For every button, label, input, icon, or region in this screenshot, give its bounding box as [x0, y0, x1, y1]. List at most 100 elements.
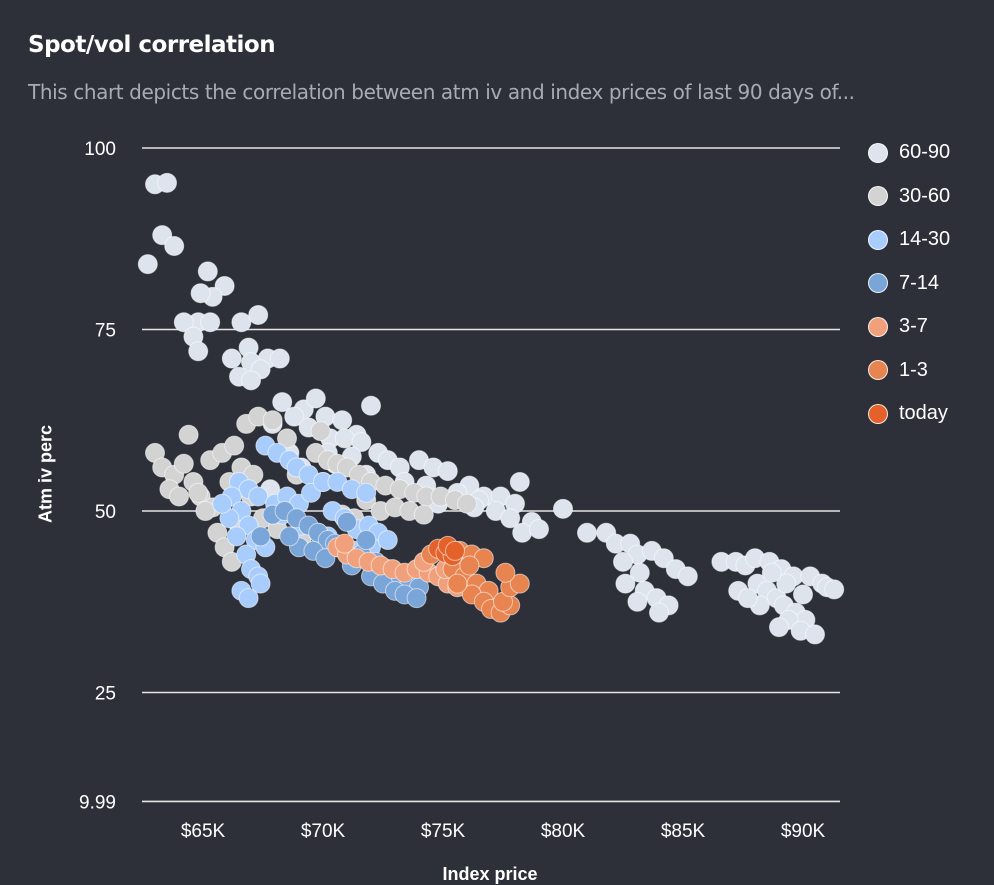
data-point[interactable]: [332, 410, 353, 431]
legend-item-1-3[interactable]: 1-3: [868, 349, 950, 393]
data-point[interactable]: [272, 392, 293, 413]
data-point[interactable]: [250, 573, 271, 594]
data-point[interactable]: [824, 579, 845, 600]
data-point[interactable]: [457, 493, 477, 514]
legend-swatch-icon: [868, 360, 888, 381]
data-point[interactable]: [188, 482, 209, 503]
legend-item-14-30[interactable]: 14-30: [868, 218, 950, 262]
series-today: [428, 535, 465, 567]
data-point[interactable]: [737, 588, 758, 609]
data-point[interactable]: [351, 432, 372, 453]
data-point[interactable]: [190, 283, 211, 304]
data-point[interactable]: [769, 617, 789, 638]
data-point[interactable]: [310, 421, 331, 442]
data-point[interactable]: [334, 533, 355, 554]
series-7-14: [250, 501, 429, 609]
data-point[interactable]: [173, 453, 194, 474]
data-point[interactable]: [197, 261, 218, 282]
data-point[interactable]: [512, 522, 533, 543]
data-point[interactable]: [200, 312, 221, 333]
y-tick-label: 9.99: [79, 792, 116, 813]
data-point[interactable]: [277, 428, 297, 449]
data-point[interactable]: [279, 526, 300, 547]
x-tick-label: $75K: [421, 821, 466, 842]
legend-swatch-icon: [868, 229, 888, 250]
data-point[interactable]: [231, 312, 252, 333]
data-point[interactable]: [761, 562, 782, 583]
data-point[interactable]: [212, 493, 233, 514]
y-tick-label: 25: [95, 684, 116, 705]
y-tick-label: 75: [95, 321, 116, 342]
data-point[interactable]: [677, 566, 698, 587]
data-point[interactable]: [337, 511, 357, 532]
legend-item-today[interactable]: today: [868, 392, 950, 436]
data-point[interactable]: [793, 584, 813, 605]
data-point[interactable]: [188, 341, 209, 362]
data-point[interactable]: [157, 172, 177, 193]
chart-subtitle: This chart depicts the correlation betwe…: [28, 80, 855, 104]
data-point[interactable]: [509, 573, 530, 594]
data-point[interactable]: [529, 519, 549, 540]
chart-title: Spot/vol correlation: [28, 32, 276, 58]
data-point[interactable]: [195, 501, 216, 521]
data-point[interactable]: [334, 428, 355, 449]
data-point[interactable]: [459, 555, 480, 576]
data-point[interactable]: [284, 406, 305, 427]
data-point[interactable]: [238, 588, 259, 609]
data-point[interactable]: [627, 591, 648, 612]
data-point[interactable]: [445, 540, 465, 561]
data-point[interactable]: [805, 624, 825, 645]
data-point[interactable]: [164, 236, 185, 257]
data-point[interactable]: [137, 254, 158, 275]
x-tick-label: $90K: [781, 821, 826, 842]
data-point[interactable]: [226, 526, 247, 547]
data-point[interactable]: [250, 526, 271, 547]
legend-label: 60-90: [899, 141, 951, 164]
data-point[interactable]: [224, 435, 245, 456]
legend-swatch-icon: [868, 316, 888, 337]
legend-item-30-60[interactable]: 30-60: [868, 175, 950, 219]
data-point[interactable]: [269, 348, 290, 369]
data-point[interactable]: [361, 395, 381, 416]
series-3-7: [327, 533, 468, 598]
data-point[interactable]: [413, 504, 434, 525]
data-point[interactable]: [173, 312, 194, 333]
legend-item-3-7[interactable]: 3-7: [868, 305, 950, 349]
y-tick-label: 50: [95, 502, 116, 523]
data-point[interactable]: [356, 530, 377, 551]
legend-label: 14-30: [899, 228, 951, 251]
data-point[interactable]: [356, 482, 377, 503]
data-point[interactable]: [248, 304, 269, 325]
legend-swatch-icon: [868, 403, 888, 424]
series-1-3: [421, 540, 530, 623]
data-point[interactable]: [377, 530, 398, 551]
data-point[interactable]: [262, 410, 283, 431]
legend: 60-90 30-60 14-30 7-14 3-7 1-3 today: [868, 131, 950, 436]
data-point[interactable]: [615, 573, 636, 594]
data-point[interactable]: [305, 388, 326, 409]
data-point[interactable]: [649, 602, 669, 623]
data-point[interactable]: [577, 522, 597, 543]
data-point[interactable]: [241, 370, 261, 391]
data-point[interactable]: [495, 562, 516, 583]
data-point[interactable]: [447, 573, 468, 594]
data-point[interactable]: [437, 461, 458, 482]
legend-item-7-14[interactable]: 7-14: [868, 262, 950, 306]
data-point[interactable]: [406, 588, 427, 609]
data-point[interactable]: [613, 551, 633, 572]
x-tick-label: $65K: [181, 821, 226, 842]
data-point[interactable]: [248, 486, 269, 507]
legend-swatch-icon: [868, 142, 888, 163]
data-point[interactable]: [553, 498, 573, 519]
data-point[interactable]: [776, 573, 797, 594]
legend-item-60-90[interactable]: 60-90: [868, 131, 950, 175]
data-point[interactable]: [221, 348, 242, 369]
data-point[interactable]: [178, 424, 199, 445]
y-tick-label: 100: [84, 139, 116, 160]
data-point[interactable]: [509, 471, 530, 492]
x-tick-label: $85K: [661, 821, 706, 842]
data-point[interactable]: [500, 508, 521, 529]
data-point[interactable]: [169, 486, 189, 507]
legend-label: 1-3: [899, 358, 928, 381]
legend-swatch-icon: [868, 186, 888, 207]
